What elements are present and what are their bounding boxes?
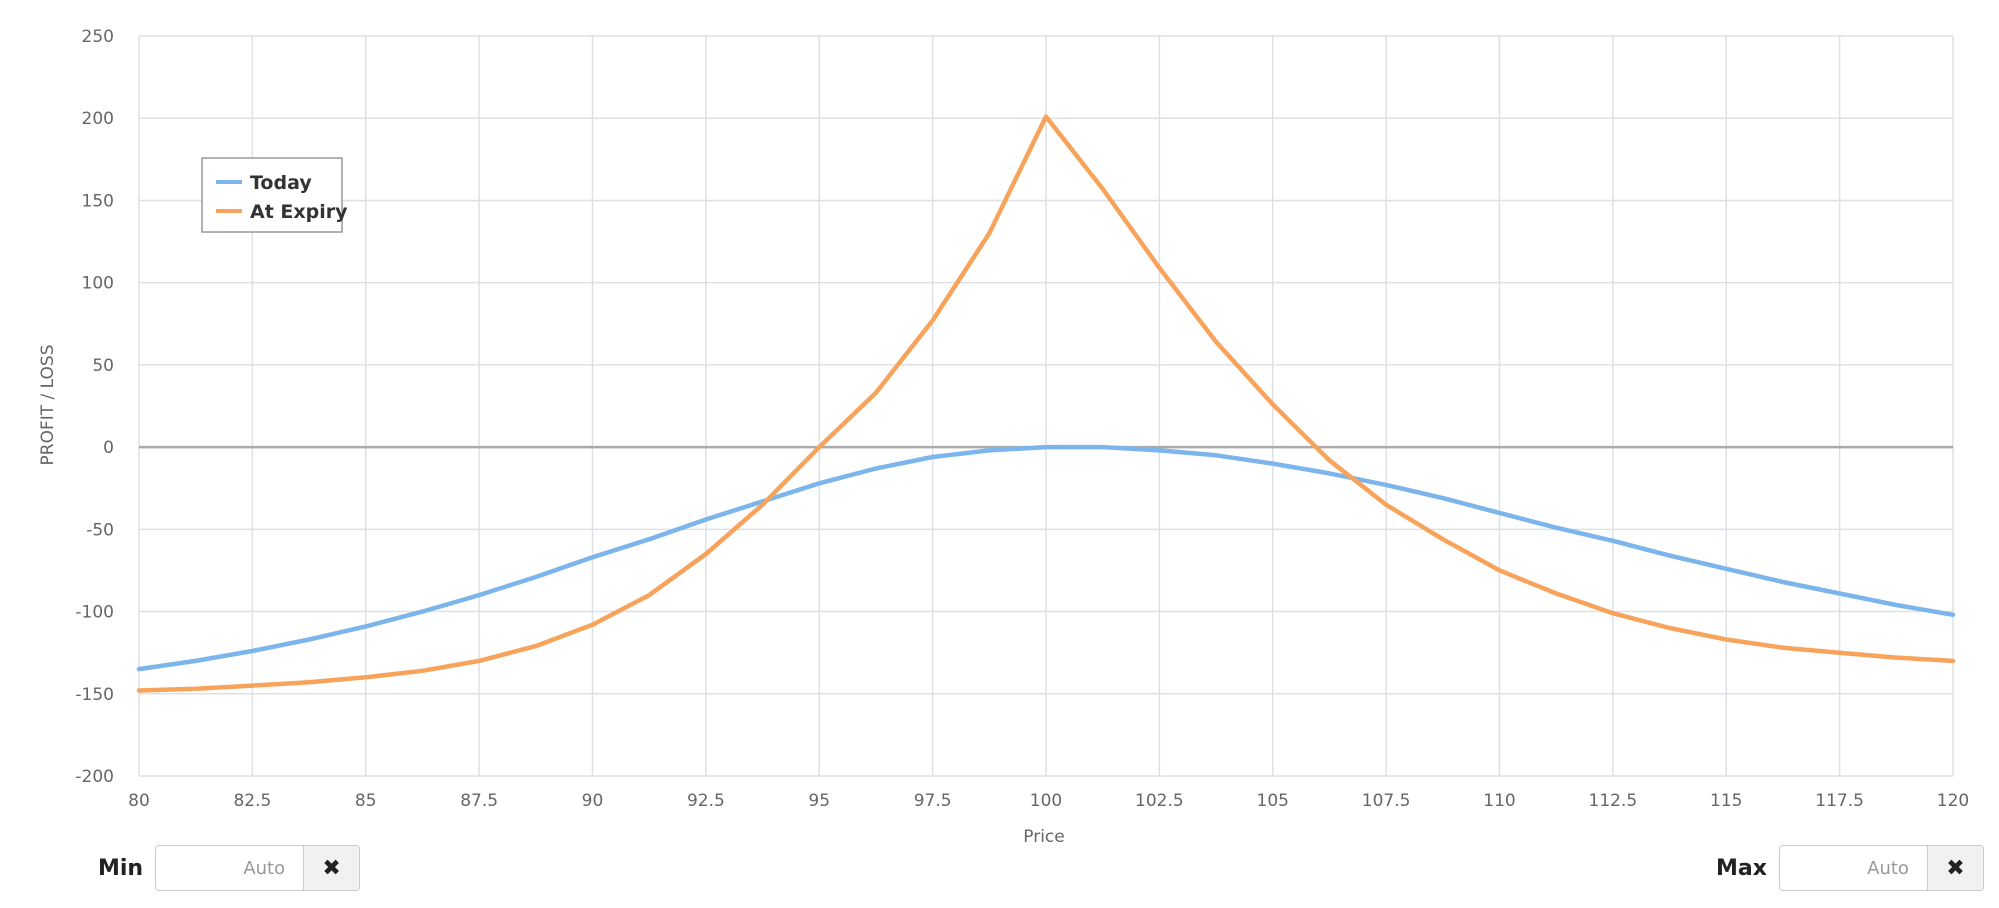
min-label: Min: [98, 855, 144, 881]
close-icon: ✖: [1946, 855, 1965, 881]
x-tick-label: 85: [355, 791, 377, 811]
y-tick-label: -150: [75, 685, 114, 705]
y-tick-label: -50: [86, 520, 114, 540]
x-tick-label: 107.5: [1362, 791, 1411, 811]
max-range-control: Max ✖: [1716, 843, 1984, 893]
profit-loss-chart: 250 200 150 100 50 0 -50 -100 -150 -200 80 82.5 85 8…: [38, 27, 1969, 847]
y-tick-label: -100: [75, 603, 114, 623]
y-tick-label: 250: [82, 27, 114, 47]
y-tick-label: 200: [82, 109, 114, 129]
y-tick-label: 50: [92, 356, 114, 376]
x-tick-label: 110: [1483, 791, 1515, 811]
x-tick-label: 97.5: [914, 791, 952, 811]
x-tick-label: 115: [1710, 791, 1742, 811]
today-series-line: [136, 444, 1956, 672]
max-clear-button[interactable]: ✖: [1926, 845, 1984, 891]
y-tick-label: -200: [75, 767, 114, 787]
y-axis-title: PROFIT / LOSS: [38, 345, 58, 466]
x-tick-label: 92.5: [687, 791, 725, 811]
x-tick-label: 100: [1030, 791, 1062, 811]
close-icon: ✖: [322, 855, 341, 881]
min-input[interactable]: [155, 845, 304, 891]
x-axis-title: Price: [1023, 827, 1064, 847]
chart-svg: 250 200 150 100 50 0 -50 -100 -150 -200 80 82.5 85 8…: [38, 27, 1969, 847]
legend-label-at-expiry: At Expiry: [250, 201, 348, 223]
x-tick-label: 117.5: [1815, 791, 1864, 811]
max-input[interactable]: [1778, 845, 1927, 891]
y-tick-label: 0: [103, 438, 114, 458]
x-tick-label: 120: [1937, 791, 1969, 811]
min-range-control: Min ✖: [98, 843, 361, 893]
x-tick-label: 112.5: [1589, 791, 1638, 811]
chart-legend: Today At Expiry: [201, 157, 348, 233]
x-tick-label: 90: [582, 791, 604, 811]
x-tick-label: 87.5: [460, 791, 498, 811]
legend-label-today: Today: [250, 172, 312, 194]
x-tick-label: 105: [1257, 791, 1289, 811]
y-tick-label: 100: [82, 274, 114, 294]
x-tick-label: 80: [128, 791, 150, 811]
y-tick-label: 150: [82, 191, 114, 211]
min-clear-button[interactable]: ✖: [303, 845, 361, 891]
x-tick-label: 102.5: [1135, 791, 1184, 811]
at-expiry-series-line: [136, 114, 1956, 693]
x-tick-label: 95: [808, 791, 830, 811]
max-label: Max: [1716, 855, 1767, 881]
x-tick-label: 82.5: [233, 791, 271, 811]
